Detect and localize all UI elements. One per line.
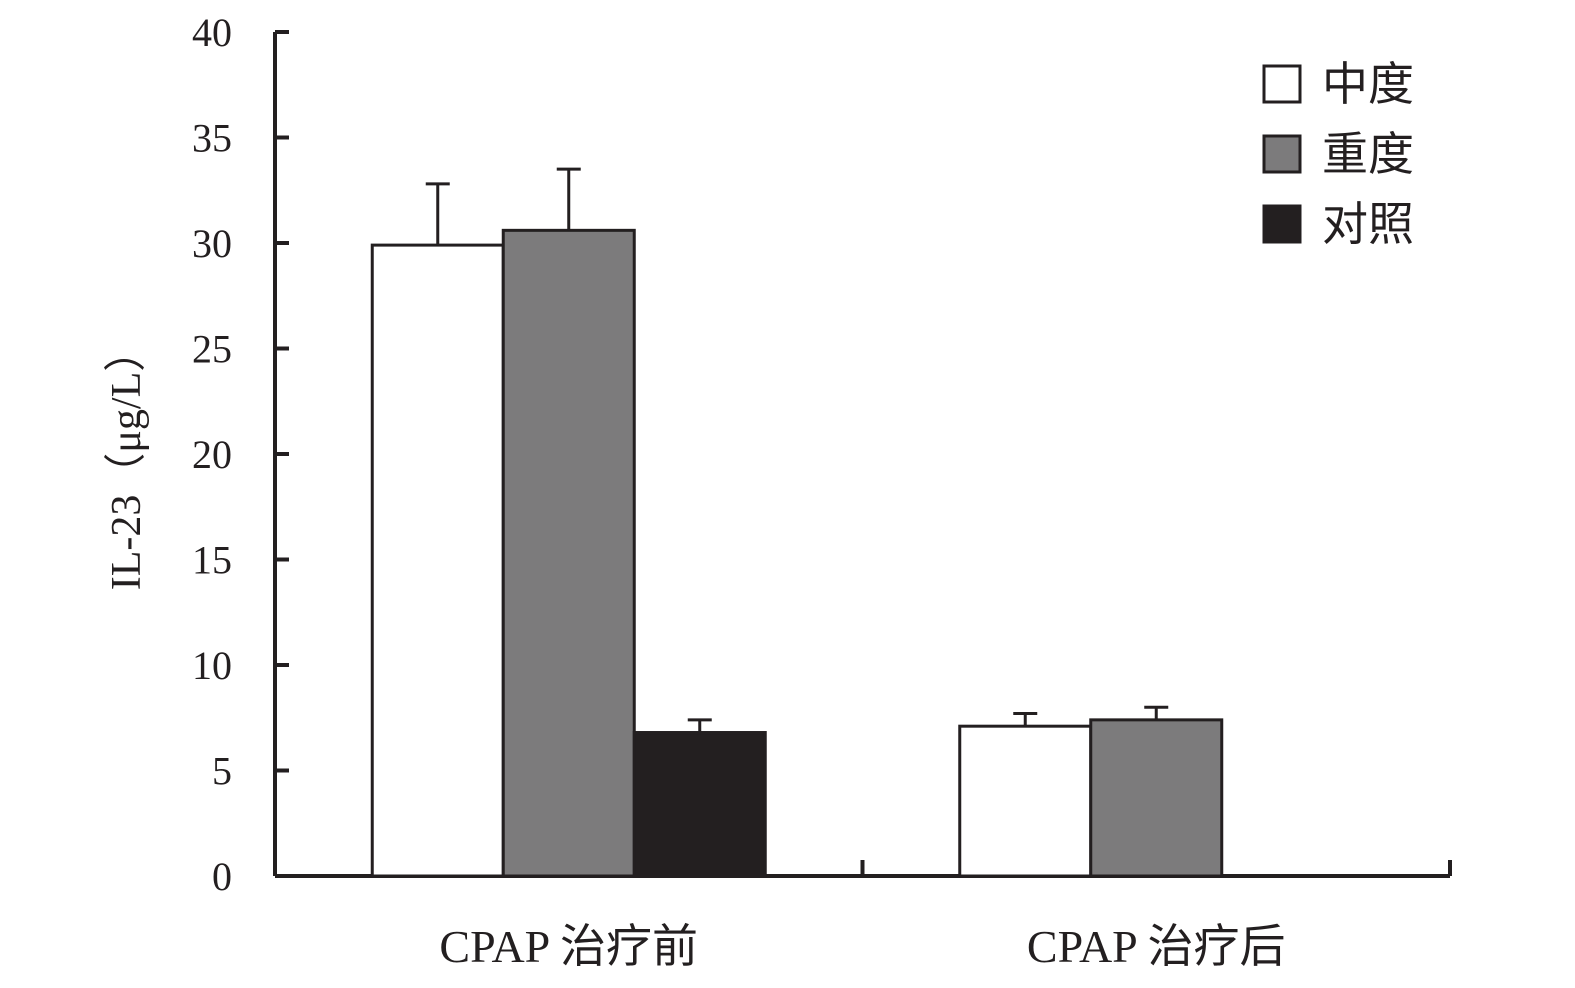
- bar: [632, 731, 767, 878]
- bar: [958, 724, 1093, 878]
- y-tick-label: 30: [192, 221, 232, 266]
- bar: [370, 243, 505, 878]
- y-tick-label: 40: [192, 10, 232, 55]
- bar: [501, 228, 636, 878]
- bar: [1089, 718, 1224, 878]
- legend-label: 重度: [1322, 129, 1414, 180]
- legend-label: 中度: [1322, 59, 1414, 110]
- y-tick-label: 10: [192, 643, 232, 688]
- y-tick-label: 5: [212, 749, 232, 794]
- y-tick-label: 35: [192, 116, 232, 161]
- y-axis-label: IL-23（μg/L）: [104, 330, 150, 590]
- legend-swatch: [1262, 64, 1302, 104]
- y-tick-label: 20: [192, 432, 232, 477]
- y-tick-label: 0: [212, 854, 232, 899]
- y-tick-label: 25: [192, 327, 232, 372]
- y-tick-label: 15: [192, 538, 232, 583]
- x-category-label: CPAP 治疗前: [439, 921, 698, 972]
- legend-swatch: [1262, 134, 1302, 174]
- legend-swatch: [1262, 204, 1302, 244]
- x-category-label: CPAP 治疗后: [1027, 921, 1286, 972]
- plot-area: 0 5 10 15 20 25 30 35 40 CPAP 治疗前 CPAP 治疗后: [192, 10, 1452, 972]
- legend-label: 对照: [1322, 199, 1414, 250]
